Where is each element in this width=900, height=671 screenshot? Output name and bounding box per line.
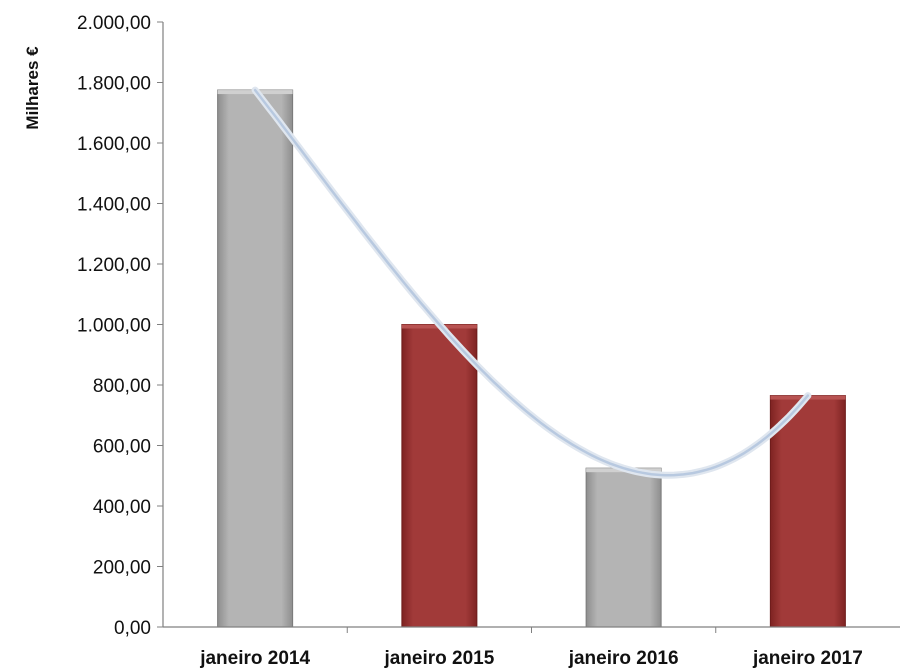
trendline-shadow	[251, 86, 812, 479]
x-tick-label: janeiro 2014	[199, 648, 310, 669]
trendline	[253, 88, 810, 477]
y-tick-label: 2.000,00	[77, 13, 151, 34]
x-tick-labels: janeiro 2014 janeiro 2015 janeiro 2016 jane…	[199, 648, 863, 669]
trendline-group	[251, 86, 812, 479]
y-tick-label: 0,00	[114, 618, 151, 639]
y-tick-label: 1.000,00	[77, 316, 151, 337]
bar	[769, 395, 846, 628]
axes	[162, 22, 900, 633]
bar	[217, 89, 294, 628]
bars	[217, 89, 846, 628]
y-axis-label: Milhares €	[23, 46, 42, 130]
y-tick-label: 200,00	[93, 558, 151, 579]
y-tick-label: 1.200,00	[77, 255, 151, 276]
bar	[401, 324, 478, 628]
y-ticks: 0,00 200,00 400,00 600,00 800,00 1.000,00 1.20…	[77, 13, 163, 639]
x-tick-label: janeiro 2015	[383, 648, 494, 669]
y-tick-label: 800,00	[93, 376, 151, 397]
bar	[585, 467, 662, 628]
y-tick-label: 400,00	[93, 497, 151, 518]
x-tick-label: janeiro 2017	[752, 648, 863, 669]
y-tick-label: 600,00	[93, 437, 151, 458]
y-tick-label: 1.400,00	[77, 195, 151, 216]
y-tick-label: 1.600,00	[77, 134, 151, 155]
y-tick-label: 1.800,00	[77, 74, 151, 95]
x-tick-label: janeiro 2016	[568, 648, 679, 669]
